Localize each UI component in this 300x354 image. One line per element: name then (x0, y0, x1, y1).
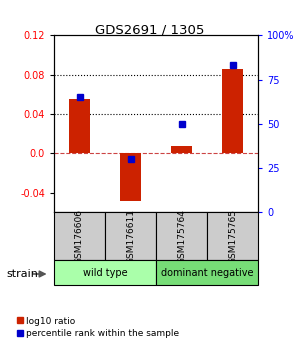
Text: strain: strain (6, 269, 38, 279)
Text: wild type: wild type (83, 268, 127, 278)
Bar (207, 212, 258, 260)
Bar (156, 260, 258, 285)
Bar (156, 212, 207, 260)
Text: GSM175765: GSM175765 (228, 209, 237, 264)
Bar (171, 145, 192, 153)
Bar (69, 99, 90, 153)
Text: GDS2691 / 1305: GDS2691 / 1305 (95, 23, 205, 36)
Text: GSM176606: GSM176606 (75, 209, 84, 264)
Legend: log10 ratio, percentile rank within the sample: log10 ratio, percentile rank within the … (16, 316, 180, 338)
Text: GSM175764: GSM175764 (177, 209, 186, 264)
Bar (222, 69, 243, 153)
Text: dominant negative: dominant negative (161, 268, 253, 278)
Text: GSM176611: GSM176611 (126, 209, 135, 264)
Bar (54, 260, 156, 285)
Bar (54, 212, 105, 260)
Bar (120, 153, 141, 201)
Bar (105, 212, 156, 260)
